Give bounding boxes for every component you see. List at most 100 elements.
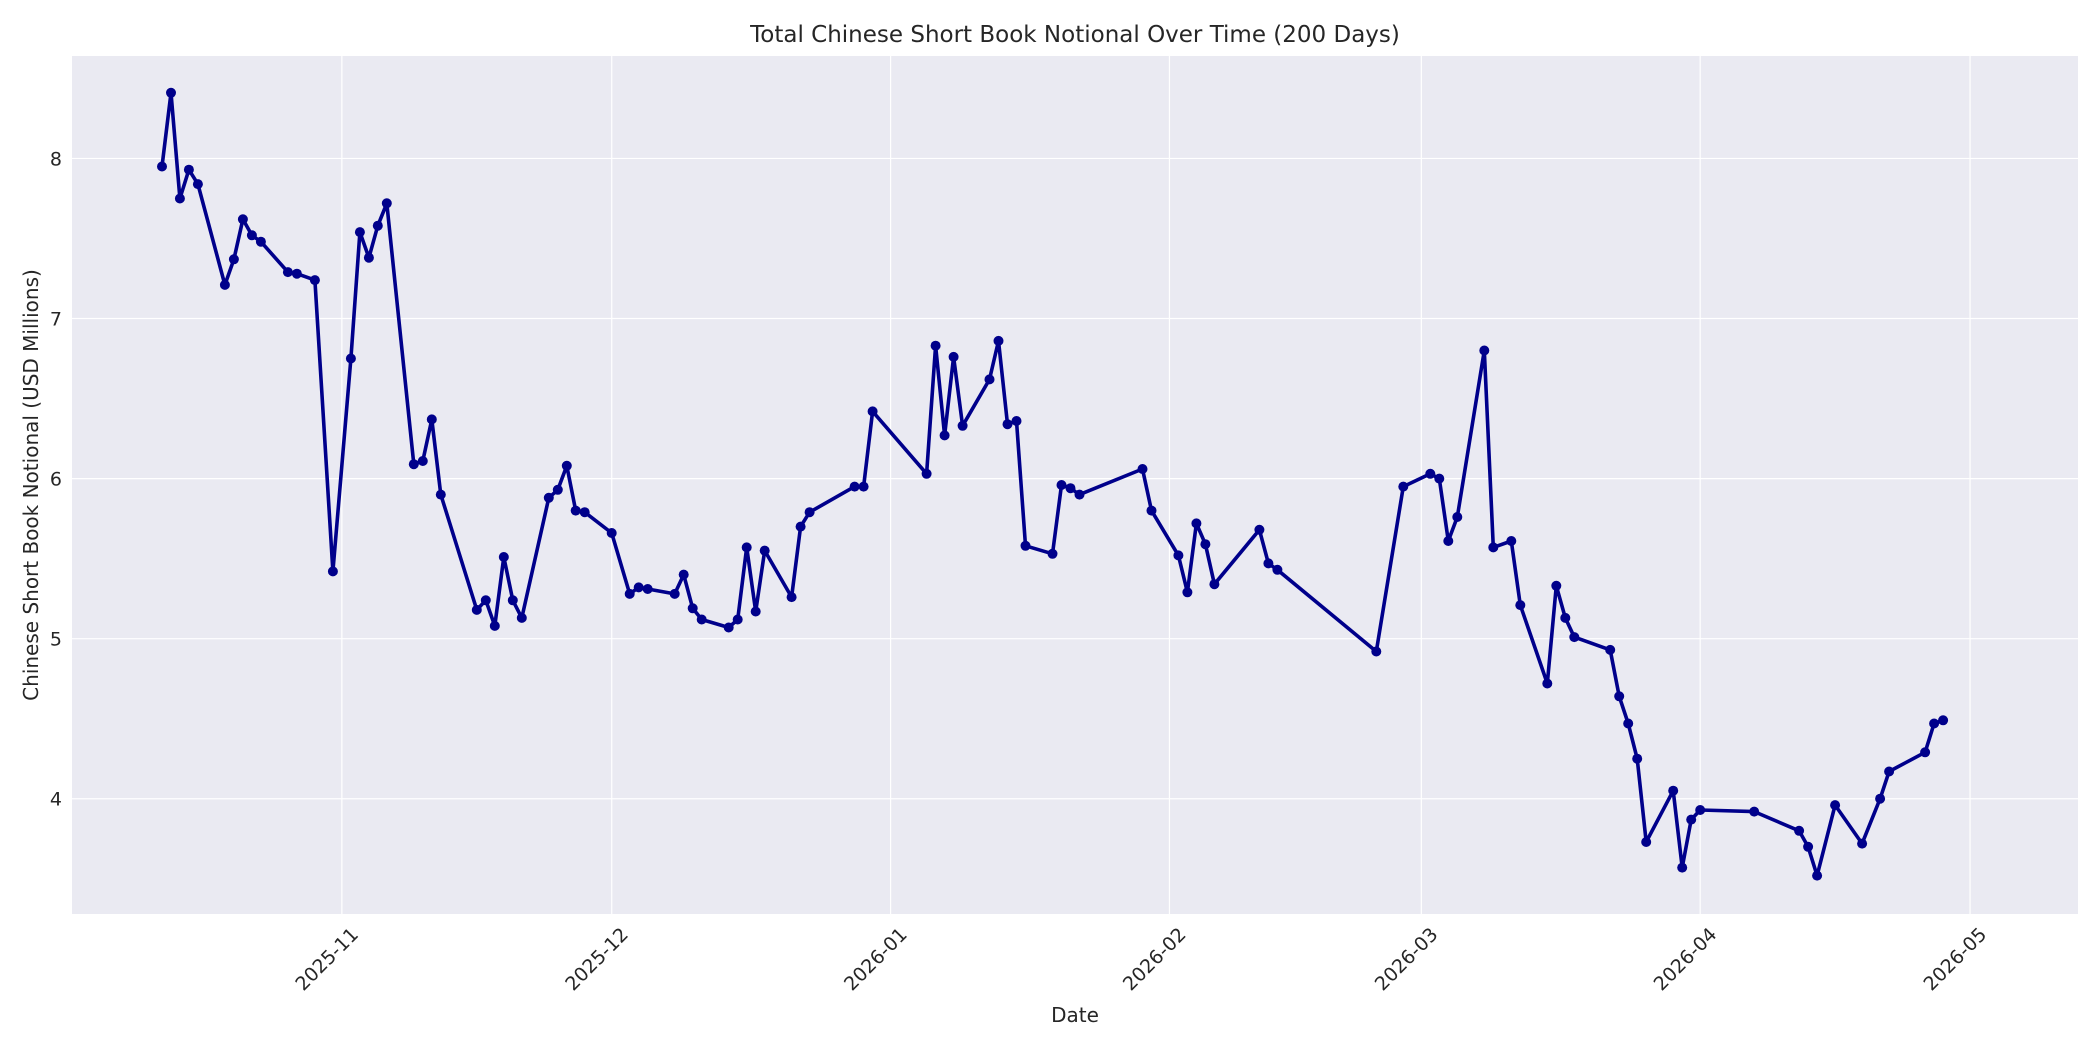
- data-point: [867, 406, 878, 417]
- data-point: [237, 214, 248, 225]
- x-tick-label: 2026-01: [840, 924, 912, 996]
- data-point: [498, 552, 509, 562]
- data-point: [1803, 841, 1814, 852]
- x-tick-label: 2026-03: [1371, 924, 1443, 996]
- data-point: [291, 268, 302, 279]
- data-point: [579, 507, 590, 518]
- data-point: [561, 460, 572, 471]
- data-point: [516, 612, 527, 623]
- data-point: [219, 279, 230, 290]
- data-point: [345, 353, 356, 364]
- data-point: [1623, 718, 1634, 729]
- data-point: [795, 521, 806, 532]
- y-tick-label: 6: [50, 469, 62, 491]
- data-point: [1920, 747, 1931, 758]
- data-point: [786, 592, 797, 603]
- data-point: [1020, 540, 1031, 551]
- data-point: [480, 595, 491, 606]
- data-point: [1182, 587, 1193, 598]
- data-point: [408, 459, 419, 470]
- data-point: [1506, 536, 1517, 546]
- data-point: [1011, 416, 1022, 426]
- data-point: [543, 492, 554, 503]
- data-point: [1677, 862, 1688, 873]
- data-point: [1488, 542, 1499, 553]
- data-point: [1452, 512, 1463, 522]
- y-tick-label: 8: [50, 148, 62, 170]
- data-point: [1371, 646, 1382, 657]
- data-point: [282, 267, 293, 278]
- data-point: [921, 468, 932, 479]
- data-point: [696, 614, 707, 625]
- data-point: [1398, 481, 1409, 492]
- data-point: [624, 588, 635, 599]
- data-point: [1056, 480, 1067, 490]
- data-point: [939, 430, 950, 441]
- y-tick-label: 5: [50, 629, 62, 651]
- data-point: [570, 505, 581, 516]
- data-point: [1875, 793, 1886, 804]
- data-point: [507, 595, 518, 606]
- data-point: [1812, 870, 1823, 881]
- data-point: [1749, 806, 1760, 817]
- data-point: [1695, 805, 1706, 815]
- data-point: [1272, 564, 1283, 575]
- data-point: [957, 420, 968, 431]
- data-point: [669, 588, 680, 599]
- data-point: [687, 603, 698, 614]
- x-tick-label: 2026-02: [1119, 924, 1191, 996]
- data-point: [1884, 766, 1895, 777]
- data-point: [948, 351, 959, 362]
- data-point: [426, 414, 437, 425]
- data-point: [417, 456, 428, 466]
- data-point: [1542, 678, 1553, 689]
- data-point: [246, 230, 257, 241]
- data-point: [993, 335, 1004, 346]
- chart-title: Total Chinese Short Book Notional Over T…: [749, 22, 1400, 48]
- data-point: [435, 489, 446, 500]
- data-point: [489, 620, 500, 631]
- data-point: [984, 374, 995, 385]
- data-point: [741, 542, 752, 553]
- data-point: [1200, 539, 1211, 550]
- data-point: [1569, 632, 1580, 643]
- data-point: [1173, 550, 1184, 561]
- data-point: [228, 254, 239, 265]
- data-point: [1425, 468, 1436, 479]
- data-point: [1605, 644, 1616, 655]
- data-point: [1632, 753, 1643, 764]
- data-point: [1434, 473, 1445, 484]
- data-point: [858, 481, 869, 492]
- data-point: [174, 193, 185, 204]
- plot-area: [72, 56, 2078, 914]
- data-point: [759, 545, 770, 556]
- data-point: [849, 481, 860, 492]
- data-point: [192, 179, 203, 190]
- data-point: [1551, 580, 1562, 591]
- x-tick-label: 2026-05: [1920, 924, 1992, 996]
- data-point: [381, 198, 392, 209]
- data-point: [471, 604, 482, 615]
- data-point: [750, 606, 761, 617]
- data-point: [1560, 612, 1571, 623]
- data-point: [1137, 464, 1148, 474]
- x-tick-label: 2025-11: [291, 924, 363, 996]
- y-axis-label: Chinese Short Book Notional (USD Million…: [19, 269, 43, 701]
- data-point: [1830, 800, 1841, 811]
- data-point: [372, 220, 383, 231]
- data-point: [183, 164, 194, 175]
- data-point: [1794, 825, 1805, 836]
- data-point: [1047, 548, 1058, 559]
- data-point: [633, 582, 644, 593]
- y-tick-label: 7: [50, 309, 62, 331]
- data-point: [1443, 536, 1454, 546]
- data-point: [1065, 483, 1076, 494]
- data-point: [1686, 814, 1697, 825]
- data-point: [606, 528, 617, 538]
- data-point: [1191, 518, 1202, 529]
- data-point: [1002, 419, 1013, 430]
- data-point: [157, 161, 167, 172]
- data-point: [327, 566, 338, 577]
